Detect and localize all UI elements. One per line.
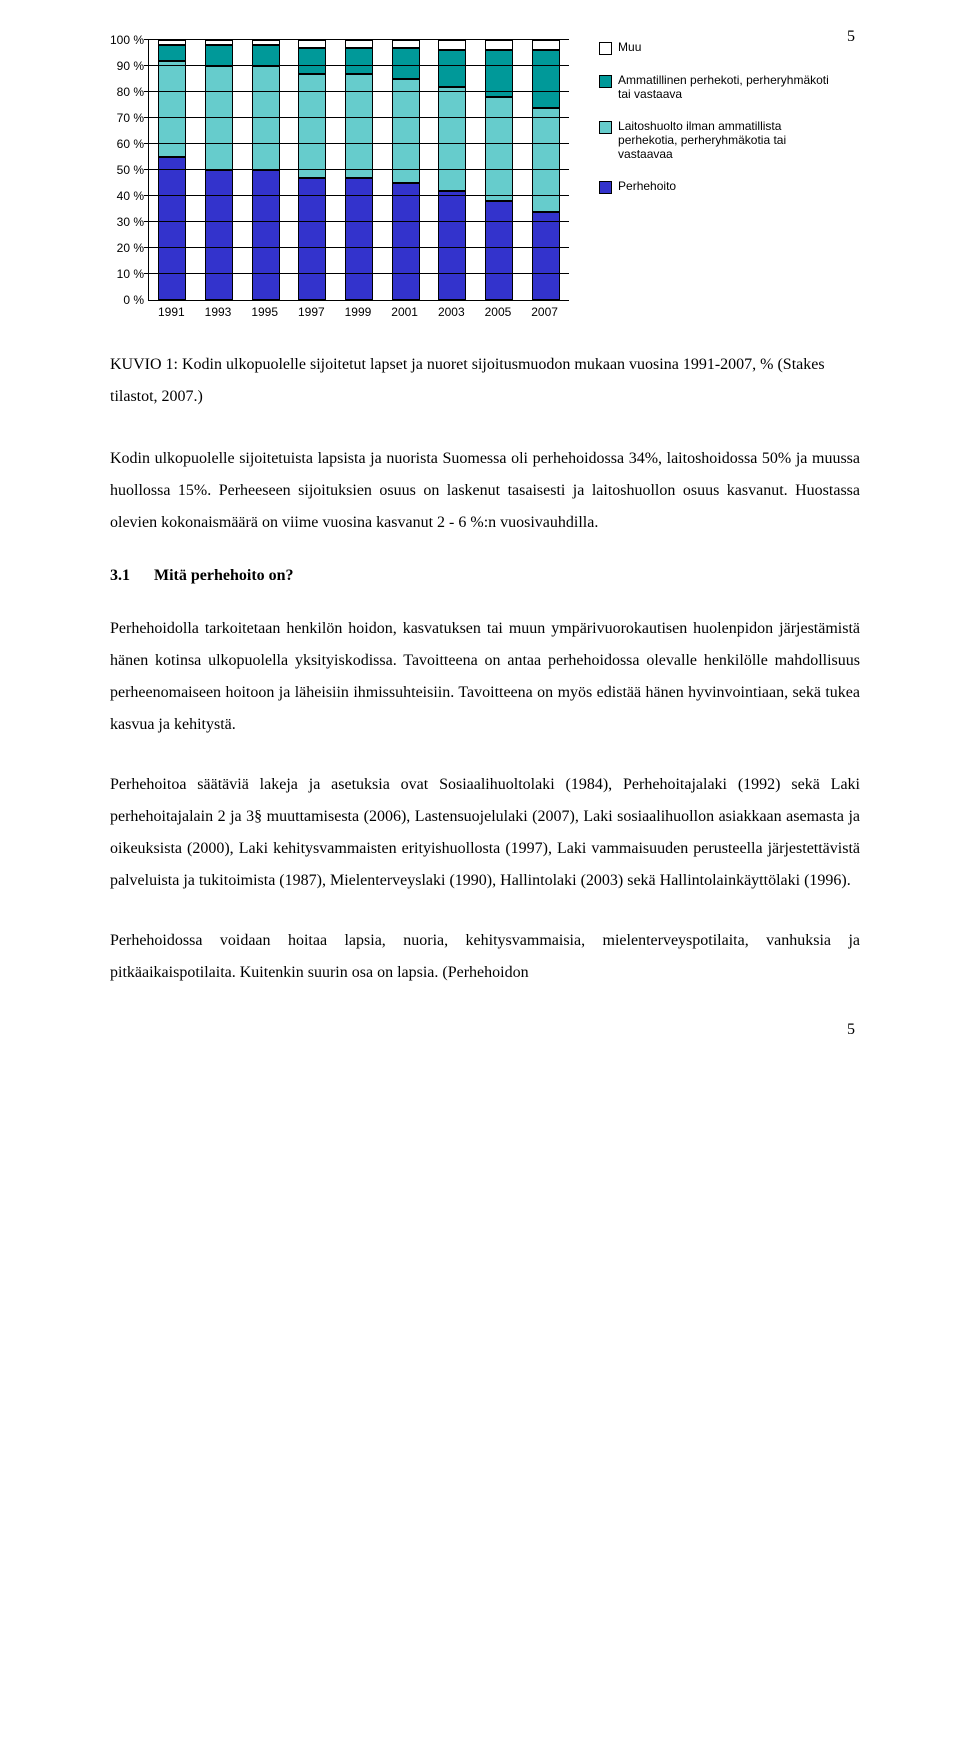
gridline: [149, 143, 569, 144]
chart-caption: KUVIO 1: Kodin ulkopuolelle sijoitetut l…: [110, 349, 860, 413]
gridline: [149, 247, 569, 248]
y-tick: [144, 273, 149, 274]
y-tick: [144, 247, 149, 248]
chart-legend: Muu Ammatillinen perhekoti, perheryhmäkot…: [599, 40, 829, 194]
bar-segment: [485, 40, 513, 50]
bar-segment: [438, 87, 466, 191]
page: 5 100 %90 %80 %70 %60 %50 %40 %30 %20 %1…: [0, 0, 960, 1059]
bar-column: [252, 40, 280, 300]
paragraph-1: Kodin ulkopuolelle sijoitetuista lapsist…: [110, 443, 860, 539]
legend-label: Muu: [618, 40, 641, 54]
y-tick: [144, 143, 149, 144]
gridline: [149, 91, 569, 92]
chart-plot: [148, 40, 569, 301]
bar-segment: [532, 50, 560, 107]
bar-segment: [392, 183, 420, 300]
bar-segment: [438, 40, 466, 50]
gridline: [149, 221, 569, 222]
bar-column: [298, 40, 326, 300]
x-tick-label: 1993: [204, 305, 232, 319]
legend-item: Laitoshuolto ilman ammatillista perhekot…: [599, 119, 829, 161]
bar-segment: [345, 40, 373, 48]
gridline: [149, 117, 569, 118]
legend-swatch: [599, 181, 612, 194]
bar-segment: [205, 170, 233, 300]
bar-column: [485, 40, 513, 300]
bar-segment: [438, 191, 466, 300]
bar-segment: [298, 40, 326, 48]
heading-number: 3.1: [110, 567, 154, 585]
gridline: [149, 39, 569, 40]
bar-column: [438, 40, 466, 300]
bar-segment: [532, 108, 560, 212]
bar-segment: [298, 74, 326, 178]
y-tick: [144, 39, 149, 40]
paragraph-4: Perhehoidossa voidaan hoitaa lapsia, nuo…: [110, 925, 860, 989]
legend-item: Muu: [599, 40, 829, 55]
gridline: [149, 169, 569, 170]
plot-wrap: 1991 1993 1995 1997 1999 2001 2003 2005 2007: [148, 40, 569, 319]
x-tick-label: 2005: [484, 305, 512, 319]
legend-item: Ammatillinen perhekoti, perheryhmäkoti t…: [599, 73, 829, 101]
x-axis: 1991 1993 1995 1997 1999 2001 2003 2005 2007: [148, 305, 568, 319]
legend-label: Laitoshuolto ilman ammatillista perhekot…: [618, 119, 829, 161]
chart-left: 100 %90 %80 %70 %60 %50 %40 %30 %20 %10 …: [110, 40, 569, 319]
gridline: [149, 65, 569, 66]
bar-segment: [438, 50, 466, 86]
bar-segment: [252, 45, 280, 66]
bar-segment: [532, 212, 560, 300]
bar-segment: [485, 201, 513, 300]
bar-column: [205, 40, 233, 300]
bar-segment: [158, 157, 186, 300]
bar-column: [392, 40, 420, 300]
bar-segment: [392, 48, 420, 79]
bar-segment: [205, 66, 233, 170]
x-tick-label: 2007: [531, 305, 559, 319]
bar-segment: [392, 79, 420, 183]
x-tick-label: 1991: [157, 305, 185, 319]
x-tick-label: 2001: [391, 305, 419, 319]
x-tick-label: 2003: [437, 305, 465, 319]
y-tick: [144, 91, 149, 92]
legend-swatch: [599, 75, 612, 88]
bar-column: [158, 40, 186, 300]
page-number-bottom: 5: [847, 1021, 855, 1039]
paragraph-3: Perhehoitoa säätäviä lakeja ja asetuksia…: [110, 769, 860, 897]
bar-segment: [345, 74, 373, 178]
bar-segment: [298, 178, 326, 300]
y-tick: [144, 117, 149, 118]
chart-container: 100 %90 %80 %70 %60 %50 %40 %30 %20 %10 …: [110, 40, 860, 319]
y-tick: [144, 169, 149, 170]
section-heading: 3.1Mitä perhehoito on?: [110, 567, 860, 585]
gridline: [149, 195, 569, 196]
y-tick: [144, 221, 149, 222]
paragraph-2: Perhehoidolla tarkoitetaan henkilön hoid…: [110, 613, 860, 741]
bar-segment: [252, 66, 280, 170]
x-tick-label: 1997: [297, 305, 325, 319]
page-number-top: 5: [847, 28, 855, 46]
y-axis: 100 %90 %80 %70 %60 %50 %40 %30 %20 %10 …: [110, 40, 148, 300]
legend-swatch: [599, 121, 612, 134]
bar-segment: [345, 178, 373, 300]
y-tick: [144, 195, 149, 196]
legend-label: Ammatillinen perhekoti, perheryhmäkoti t…: [618, 73, 829, 101]
bar-segment: [532, 40, 560, 50]
bar-segment: [205, 45, 233, 66]
heading-text: Mitä perhehoito on?: [154, 567, 294, 584]
legend-item: Perhehoito: [599, 179, 829, 194]
x-tick-label: 1999: [344, 305, 372, 319]
bar-column: [345, 40, 373, 300]
bar-segment: [485, 97, 513, 201]
bar-segment: [252, 170, 280, 300]
bar-segment: [392, 40, 420, 48]
bar-segment: [298, 48, 326, 74]
y-tick: [144, 65, 149, 66]
x-tick-label: 1995: [251, 305, 279, 319]
bar-segment: [345, 48, 373, 74]
bar-column: [532, 40, 560, 300]
legend-swatch: [599, 42, 612, 55]
gridline: [149, 273, 569, 274]
legend-label: Perhehoito: [618, 179, 676, 193]
bar-segment: [158, 45, 186, 61]
